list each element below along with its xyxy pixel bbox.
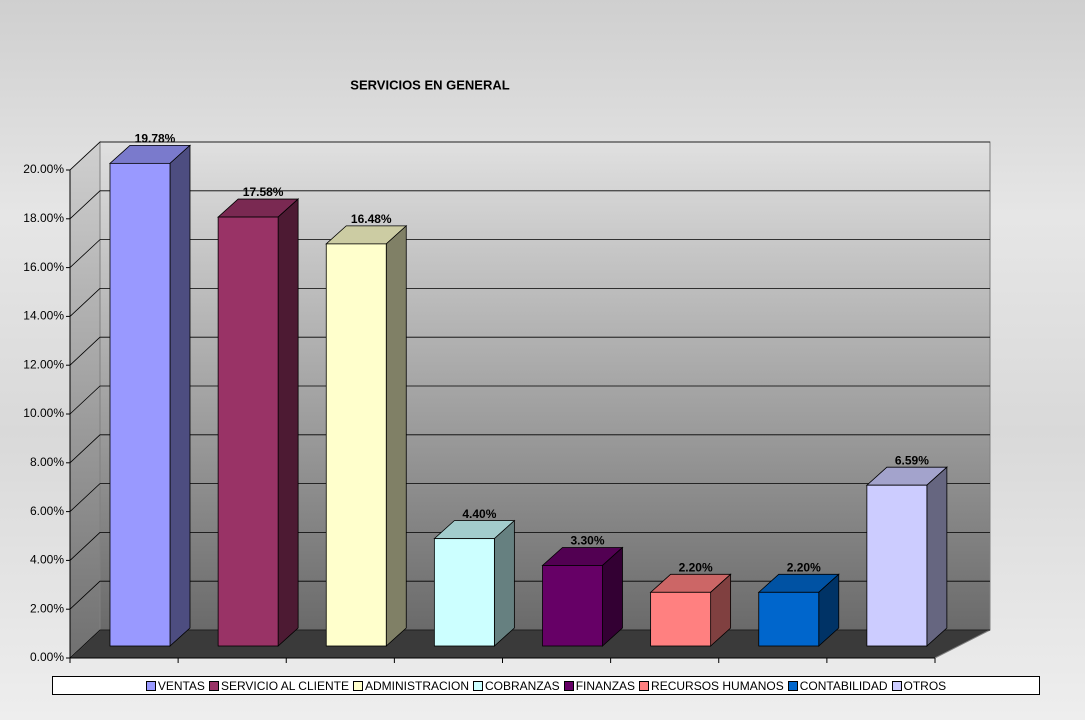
grid-line	[69, 483, 990, 512]
bar-front	[542, 565, 603, 647]
y-tick-label: 18.00%	[23, 211, 64, 225]
y-tick-label: 6.00%	[30, 504, 64, 518]
bar-front	[866, 484, 928, 647]
legend-label: VENTAS	[157, 678, 205, 693]
bar-side	[493, 519, 515, 647]
bar-front	[109, 162, 171, 647]
bar	[325, 224, 408, 647]
data-label: 6.59%	[895, 453, 929, 467]
y-tick-label: 16.00%	[23, 260, 64, 274]
bar-side	[169, 144, 191, 647]
data-label: 19.78%	[135, 132, 176, 146]
grid-line	[69, 336, 990, 366]
y-tick-label: 12.00%	[23, 357, 64, 371]
grid-line	[69, 141, 990, 171]
grid-line	[69, 385, 990, 415]
data-label: 16.48%	[351, 212, 392, 226]
legend-swatch	[787, 680, 798, 691]
bar	[649, 573, 732, 647]
bar	[108, 144, 192, 647]
legend-item: SERVICIO AL CLIENTE	[208, 678, 349, 693]
legend-label: RECURSOS HUMANOS	[651, 678, 784, 693]
y-tick-label: 10.00%	[23, 406, 64, 420]
bar	[541, 546, 624, 647]
legend-swatch	[145, 680, 156, 691]
y-tick-label: 20.00%	[23, 162, 64, 176]
bar-side	[277, 198, 299, 647]
legend-label: FINANZAS	[575, 678, 636, 693]
data-label: 4.40%	[462, 507, 496, 521]
grid-line	[69, 287, 990, 317]
legend-label: CONTABILIDAD	[799, 678, 888, 693]
floor	[68, 629, 991, 659]
legend-label: SERVICIO AL CLIENTE	[220, 678, 349, 693]
grid-line	[69, 532, 990, 561]
bar	[757, 573, 840, 647]
bar-side	[926, 466, 948, 647]
y-tick-label: 4.00%	[30, 553, 64, 567]
legend-item: VENTAS	[145, 678, 205, 693]
data-label: 2.20%	[679, 560, 713, 574]
legend-swatch	[891, 680, 902, 691]
bar-front	[758, 591, 820, 647]
legend-swatch	[563, 680, 574, 691]
bar	[865, 466, 948, 647]
legend-item: FINANZAS	[563, 678, 636, 693]
legend-item: ADMINISTRACION	[352, 678, 469, 693]
data-label: 3.30%	[570, 534, 604, 548]
legend: VENTAS SERVICIO AL CLIENTE ADMINISTRACION C…	[52, 676, 1040, 695]
y-tick-label: 14.00%	[23, 309, 64, 323]
y-tick-label: 2.00%	[30, 601, 64, 615]
legend-item: RECURSOS HUMANOS	[639, 679, 784, 693]
bar-front	[217, 216, 279, 647]
legend-swatch	[473, 680, 483, 691]
chart-title: SERVICIOS EN GENERAL	[350, 77, 509, 92]
legend-label: COBRANZAS	[485, 678, 560, 693]
y-tick-label: 0.00%	[30, 650, 64, 664]
legend-swatch	[352, 680, 363, 691]
bar-side	[602, 546, 623, 647]
data-label: 2.20%	[787, 560, 821, 574]
legend-swatch	[639, 680, 650, 691]
legend-item: OTROS	[891, 678, 947, 693]
legend-item: CONTABILIDAD	[787, 678, 888, 693]
legend-swatch	[208, 680, 219, 691]
legend-item: COBRANZAS	[473, 679, 560, 693]
bar-front	[433, 538, 495, 647]
grid-line	[69, 434, 990, 464]
bar-front	[650, 591, 712, 647]
legend-label: OTROS	[903, 678, 947, 693]
legend-label: ADMINISTRACION	[364, 678, 469, 693]
bar	[433, 519, 516, 647]
grid-line	[69, 239, 990, 268]
grid-line	[69, 190, 990, 220]
bar-front	[325, 243, 387, 647]
bar	[217, 198, 300, 647]
bar-side	[385, 224, 407, 647]
y-tick-label: 8.00%	[30, 455, 64, 469]
data-label: 17.58%	[243, 185, 284, 199]
